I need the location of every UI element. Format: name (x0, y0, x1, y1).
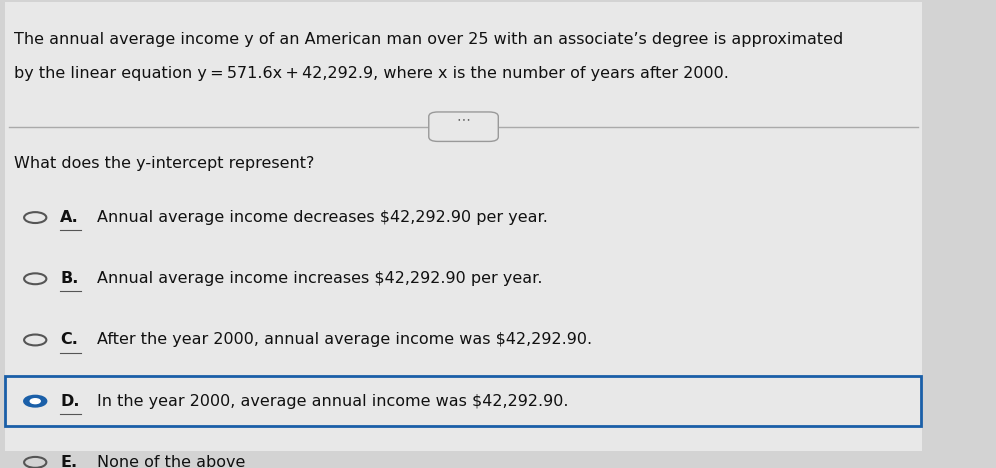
FancyBboxPatch shape (5, 2, 922, 451)
FancyBboxPatch shape (5, 376, 920, 426)
Text: None of the above: None of the above (98, 455, 246, 468)
Text: D.: D. (61, 394, 80, 409)
Text: A.: A. (61, 210, 79, 225)
FancyBboxPatch shape (428, 112, 498, 141)
Text: ⋯: ⋯ (456, 112, 470, 126)
Circle shape (24, 396, 47, 407)
Text: In the year 2000, average annual income was $42,292.90.: In the year 2000, average annual income … (98, 394, 569, 409)
Text: Annual average income decreases $42,292.90 per year.: Annual average income decreases $42,292.… (98, 210, 548, 225)
Text: Annual average income increases $42,292.90 per year.: Annual average income increases $42,292.… (98, 271, 543, 286)
Text: by the linear equation y = 571.6x + 42,292.9, where x is the number of years aft: by the linear equation y = 571.6x + 42,2… (14, 66, 729, 80)
Text: After the year 2000, annual average income was $42,292.90.: After the year 2000, annual average inco… (98, 332, 593, 347)
Text: E.: E. (61, 455, 78, 468)
Text: C.: C. (61, 332, 78, 347)
Text: What does the y-intercept represent?: What does the y-intercept represent? (14, 156, 315, 171)
Text: B.: B. (61, 271, 79, 286)
Circle shape (30, 399, 40, 403)
Text: The annual average income y of an American man over 25 with an associate’s degre: The annual average income y of an Americ… (14, 32, 844, 47)
